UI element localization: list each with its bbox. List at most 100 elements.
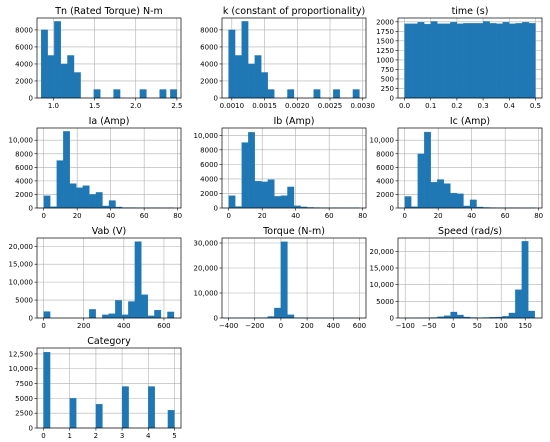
y-tick-label: 4000 [200, 175, 218, 183]
histogram-bar [248, 63, 255, 99]
histogram-bar [313, 89, 321, 99]
y-tick-label: 2500 [15, 410, 33, 418]
x-tick-label: 0.4 [504, 102, 516, 110]
x-tick-label: 0 [41, 432, 45, 440]
histogram-bar [121, 314, 129, 319]
x-tick-label: 40 [106, 212, 115, 220]
histogram-bar [456, 23, 464, 99]
subplot-title: k (constant of proportionality) [223, 6, 365, 17]
axes-frame [221, 127, 367, 209]
y-tick-label: 20,000 [194, 265, 219, 273]
x-tick-label: 0.1 [425, 102, 436, 110]
subplot-ic-amp: 0 20 40 60 80 0 2000 4000 6000 8000 10,000 Ic (Amp) [370, 116, 544, 220]
x-tick-label: 100 [495, 322, 508, 330]
histogram-bar [241, 142, 249, 209]
histogram-bar [228, 195, 236, 209]
y-tick-label: 6000 [15, 164, 33, 172]
x-tick-label: 0.0015 [252, 102, 277, 110]
y-tick-label: 5000 [15, 297, 33, 305]
y-tick-label: 7500 [15, 380, 33, 388]
subplot-title: Ia (Amp) [89, 116, 130, 127]
histogram-bar [515, 23, 523, 99]
x-tick-label: 40 [467, 212, 476, 220]
histogram-bar [267, 179, 275, 209]
y-tick-label: 2000 [15, 191, 33, 199]
histogram-bar [522, 22, 530, 99]
y-tick-label: 4000 [200, 60, 218, 68]
x-tick-label: 60 [325, 212, 334, 220]
histogram-bar [115, 300, 122, 319]
histogram-bar [287, 186, 295, 209]
histogram-bar [437, 23, 444, 99]
y-tick-label: 2000 [15, 77, 33, 85]
y-tick-label: 8000 [15, 150, 33, 158]
y-tick-label: 1000 [376, 56, 394, 64]
x-tick-label: 60 [501, 212, 510, 220]
y-tick-label: 8000 [200, 146, 218, 154]
y-tick-label: 10,000 [9, 279, 34, 287]
x-tick-label: 200 [77, 322, 90, 330]
histogram-bar [515, 289, 522, 319]
x-tick-label: 600 [353, 322, 366, 330]
histogram-bar [134, 241, 142, 319]
subplot-torque-n-m: −400 −200 0 200 400 600 0 10,000 20,000 30,000 Tor… [194, 226, 367, 330]
x-tick-label: 20 [258, 212, 267, 220]
y-tick-label: 0 [390, 95, 394, 103]
histogram-bar [76, 187, 84, 209]
y-tick-label: 0 [214, 205, 218, 213]
y-tick-label: 20,000 [9, 243, 34, 251]
x-tick-label: 0.0025 [318, 102, 343, 110]
y-tick-label: 15,000 [9, 261, 34, 269]
x-tick-label: 0 [402, 212, 406, 220]
histogram-bar [430, 21, 438, 99]
histogram-bar [228, 29, 236, 99]
histogram-bar [89, 194, 97, 209]
histogram-bar [73, 72, 81, 99]
subplot-speed-rad-s: −100 −50 0 50 100 150 0 5000 10,000 15,000 20,000 S… [370, 226, 543, 330]
histogram-bar [167, 311, 175, 319]
histogram-bar [95, 192, 103, 209]
histogram-bar [69, 183, 77, 209]
histogram-bar [121, 386, 129, 429]
y-tick-label: 0 [29, 205, 33, 213]
axes-frame [36, 17, 182, 99]
x-tick-label: 1.5 [89, 102, 100, 110]
y-tick-label: 10,000 [194, 132, 219, 140]
y-tick-label: 1750 [376, 28, 394, 36]
x-tick-label: 4 [146, 432, 151, 440]
y-tick-label: 0 [214, 315, 218, 323]
x-tick-label: 5 [172, 432, 176, 440]
y-tick-label: 5000 [376, 298, 394, 306]
histogram-bar [476, 23, 484, 99]
x-tick-label: 400 [327, 322, 340, 330]
histogram-bar [248, 132, 255, 209]
y-tick-label: 1500 [376, 37, 394, 45]
y-tick-label: 5000 [15, 395, 33, 403]
x-tick-label: 2.5 [171, 102, 182, 110]
histogram-bar [456, 193, 464, 209]
histogram-bar [159, 89, 167, 99]
histogram-bar [241, 21, 249, 99]
histogram-bar [261, 181, 269, 209]
histogram-bar [267, 89, 275, 99]
histogram-bar [509, 23, 516, 99]
y-tick-label: 2000 [376, 191, 394, 199]
x-tick-label: 80 [173, 212, 182, 220]
histogram-bar [404, 196, 412, 209]
histogram-bar [443, 315, 451, 319]
histogram-bar [508, 312, 516, 319]
x-tick-label: 20 [73, 212, 82, 220]
x-tick-label: 80 [534, 212, 543, 220]
histogram-bar [102, 314, 109, 319]
y-tick-label: 6000 [200, 161, 218, 169]
y-tick-label: 8000 [200, 26, 218, 34]
y-tick-label: 0 [390, 205, 394, 213]
histogram-bar [430, 182, 438, 209]
y-tick-label: 30,000 [194, 240, 219, 248]
y-tick-label: 0 [214, 95, 218, 103]
histogram-bar [40, 29, 48, 99]
y-tick-label: 6000 [200, 43, 218, 51]
histogram-bar [141, 294, 149, 319]
